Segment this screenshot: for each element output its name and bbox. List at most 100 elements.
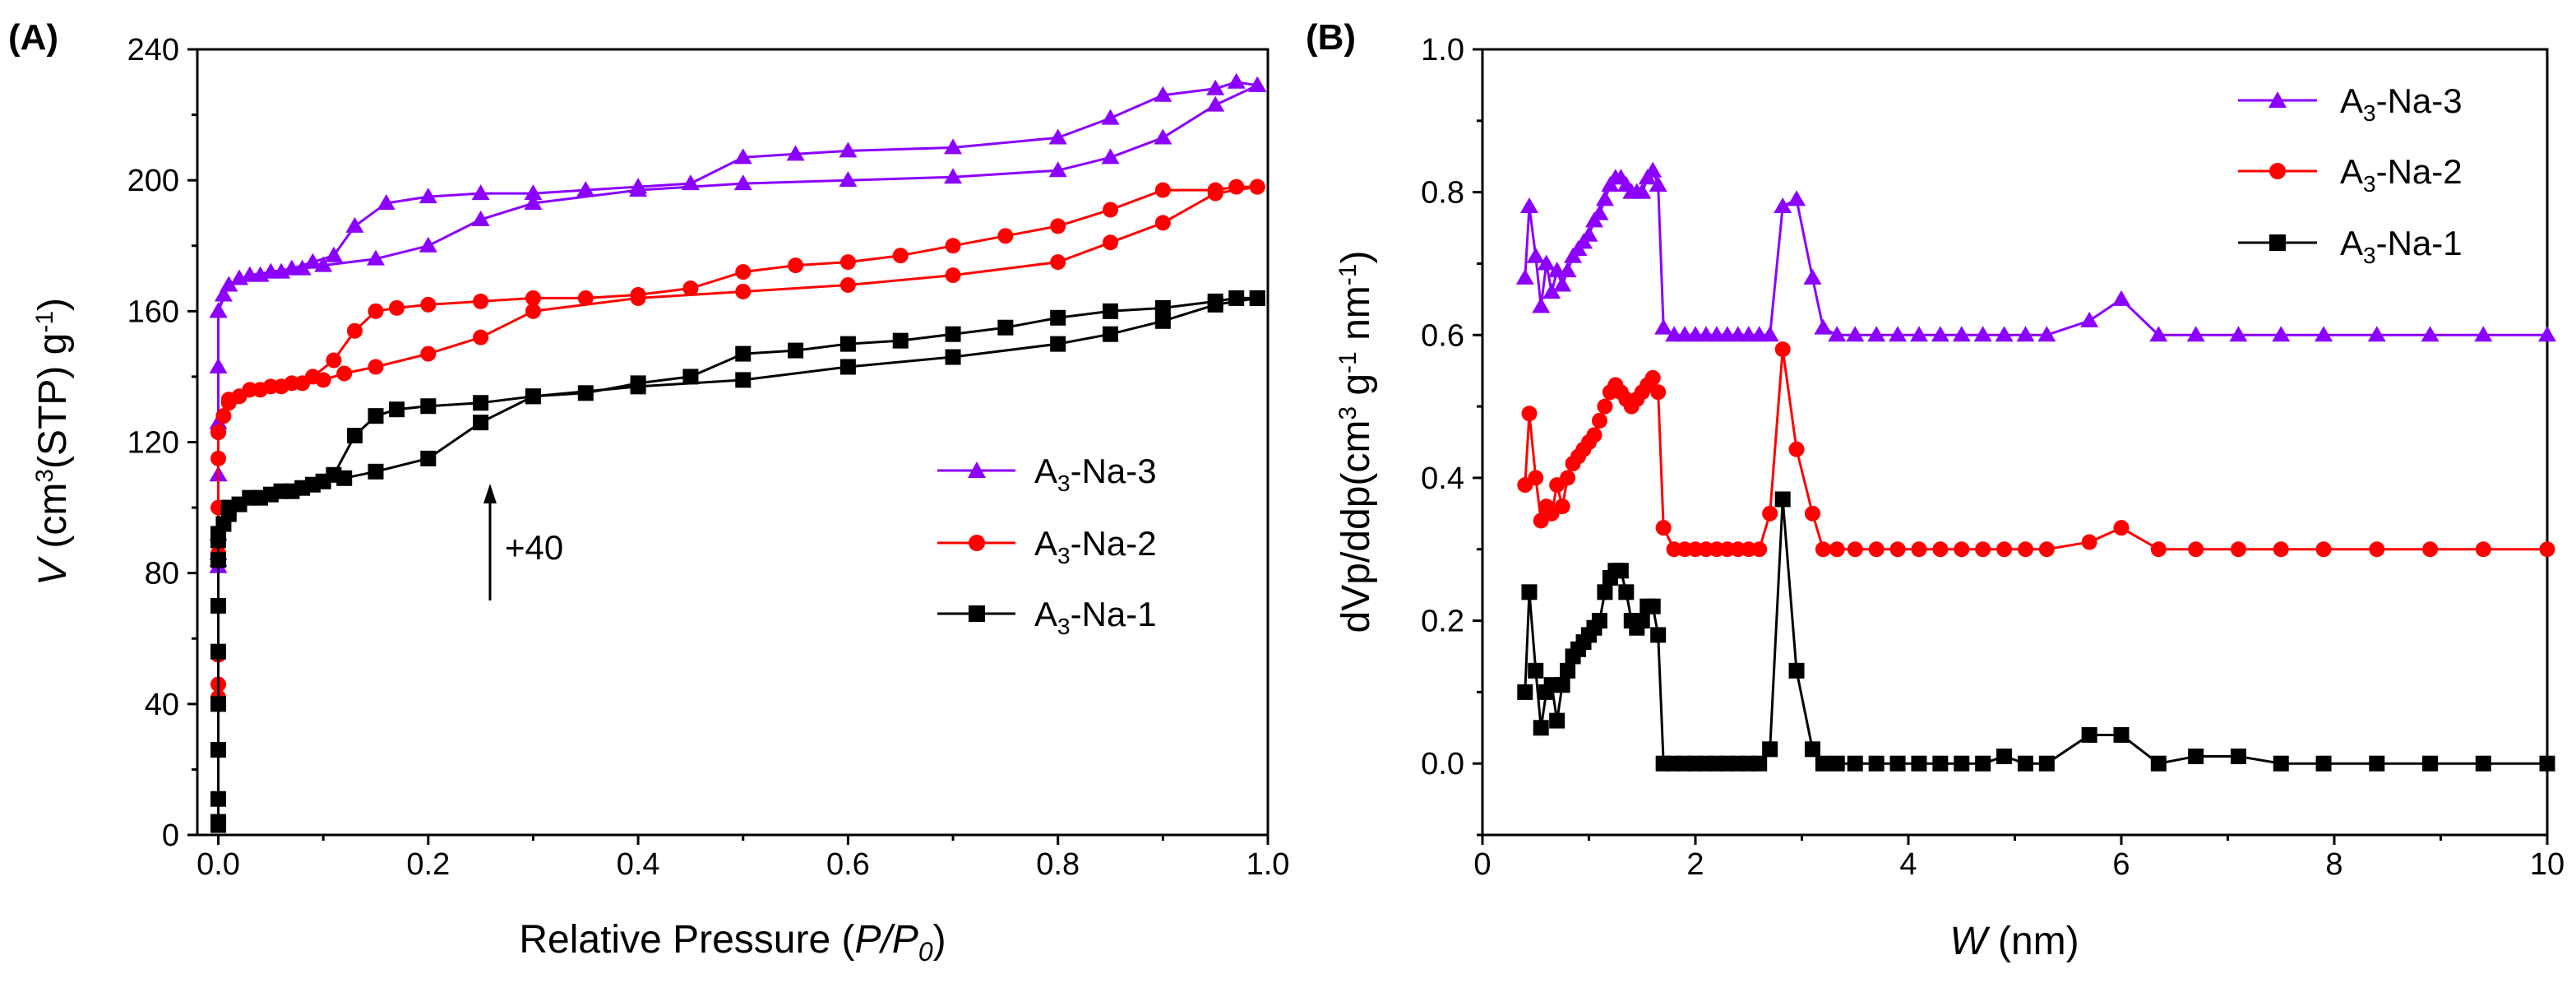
data-point xyxy=(1889,541,1906,558)
data-point xyxy=(220,499,237,516)
data-point xyxy=(326,466,342,483)
data-point xyxy=(1103,234,1119,251)
data-point xyxy=(1515,268,1534,285)
x-tick-label: 0.2 xyxy=(406,847,450,882)
data-point xyxy=(420,345,437,362)
data-point xyxy=(1975,541,1991,558)
data-point xyxy=(2080,311,2099,327)
legend-a-label-na1: A3-Na-1 xyxy=(1034,595,1157,639)
data-point xyxy=(1248,76,1267,92)
y-tick-label: 1.0 xyxy=(1421,33,1464,67)
data-point xyxy=(681,174,700,191)
data-point xyxy=(1954,541,1970,558)
data-point xyxy=(839,141,858,158)
legend-b-entry-na1: A3-Na-1 xyxy=(2238,224,2463,268)
data-point xyxy=(1889,326,1908,342)
series-b-1-line xyxy=(1524,348,2547,551)
data-point xyxy=(473,329,489,345)
data-point xyxy=(945,326,961,342)
data-point xyxy=(788,257,804,274)
data-point xyxy=(2229,326,2248,342)
data-point xyxy=(735,345,752,362)
data-point xyxy=(368,408,384,424)
data-point xyxy=(788,342,804,359)
data-point xyxy=(1517,684,1533,700)
data-point xyxy=(1227,72,1246,89)
data-point xyxy=(389,401,405,418)
data-point xyxy=(1996,541,2013,558)
data-point xyxy=(735,372,752,388)
data-point xyxy=(524,194,543,211)
x-tick-label: 10 xyxy=(2530,847,2564,882)
data-point xyxy=(1847,541,1863,558)
data-point xyxy=(1612,563,1629,579)
panel-b-x-tick-labels: 0 2 4 6 8 10 xyxy=(1473,847,2564,882)
data-point xyxy=(1996,749,2013,764)
data-point xyxy=(1909,326,1928,342)
data-point xyxy=(1103,326,1119,342)
data-point xyxy=(2367,326,2386,342)
data-point xyxy=(284,375,300,392)
data-point xyxy=(345,216,364,233)
panel-a-ticks xyxy=(187,48,1270,845)
data-point xyxy=(368,463,384,480)
x-tick-label: 6 xyxy=(2112,847,2130,882)
data-point xyxy=(1804,741,1820,758)
data-point xyxy=(1954,755,1970,772)
data-point xyxy=(2188,541,2204,558)
data-point xyxy=(1154,215,1171,231)
annotation-arrow-head xyxy=(483,484,497,503)
data-point xyxy=(2369,755,2385,772)
data-point xyxy=(944,168,963,184)
data-point xyxy=(1560,662,1576,679)
data-point xyxy=(892,248,909,264)
data-point xyxy=(1533,720,1549,736)
data-point xyxy=(209,357,228,373)
annotation-label: +40 xyxy=(505,528,563,567)
data-point xyxy=(1867,326,1886,342)
data-point xyxy=(1521,584,1538,600)
data-point xyxy=(1554,677,1570,693)
data-point xyxy=(2422,541,2439,558)
x-tick-label: 0 xyxy=(1473,847,1491,882)
data-point xyxy=(1829,541,1845,558)
data-point xyxy=(1050,254,1066,271)
legend-b-entry-na2: A3-Na-2 xyxy=(2238,152,2463,197)
data-point xyxy=(2016,326,2035,342)
data-point xyxy=(2017,541,2033,558)
data-point xyxy=(1788,662,1805,679)
legend-b-marker-na3 xyxy=(2268,91,2287,108)
data-point xyxy=(2038,755,2055,772)
data-point xyxy=(346,322,363,339)
data-point xyxy=(1554,498,1570,515)
panel-a-offset-annotation: +40 xyxy=(483,484,563,600)
data-point xyxy=(577,290,594,306)
data-point xyxy=(471,210,490,226)
data-point xyxy=(1644,598,1661,614)
series-b-2-line xyxy=(1524,498,2547,765)
data-point xyxy=(220,276,238,292)
data-point xyxy=(1154,128,1172,145)
legend-a-marker-na1 xyxy=(969,605,985,622)
data-point xyxy=(997,228,1014,244)
data-point xyxy=(210,597,227,614)
data-point xyxy=(420,450,437,466)
data-point xyxy=(1650,627,1667,643)
data-point xyxy=(220,392,237,408)
data-point xyxy=(336,365,353,382)
data-point xyxy=(1048,128,1067,145)
data-point xyxy=(735,264,752,281)
data-point xyxy=(1788,441,1805,457)
data-point xyxy=(1751,755,1768,772)
data-point xyxy=(2538,326,2556,342)
data-point xyxy=(1154,313,1171,329)
x-tick-label: 1.0 xyxy=(1246,847,1290,882)
data-point xyxy=(2369,541,2385,558)
data-point xyxy=(2474,326,2493,342)
panel-b-y-tick-labels: 0.0 0.2 0.4 0.6 0.8 1.0 xyxy=(1421,33,1464,781)
data-point xyxy=(1644,161,1663,178)
legend-b-entry-na3: A3-Na-3 xyxy=(2238,81,2463,126)
data-point xyxy=(525,290,541,306)
data-point xyxy=(367,249,385,266)
data-point xyxy=(2315,326,2333,342)
